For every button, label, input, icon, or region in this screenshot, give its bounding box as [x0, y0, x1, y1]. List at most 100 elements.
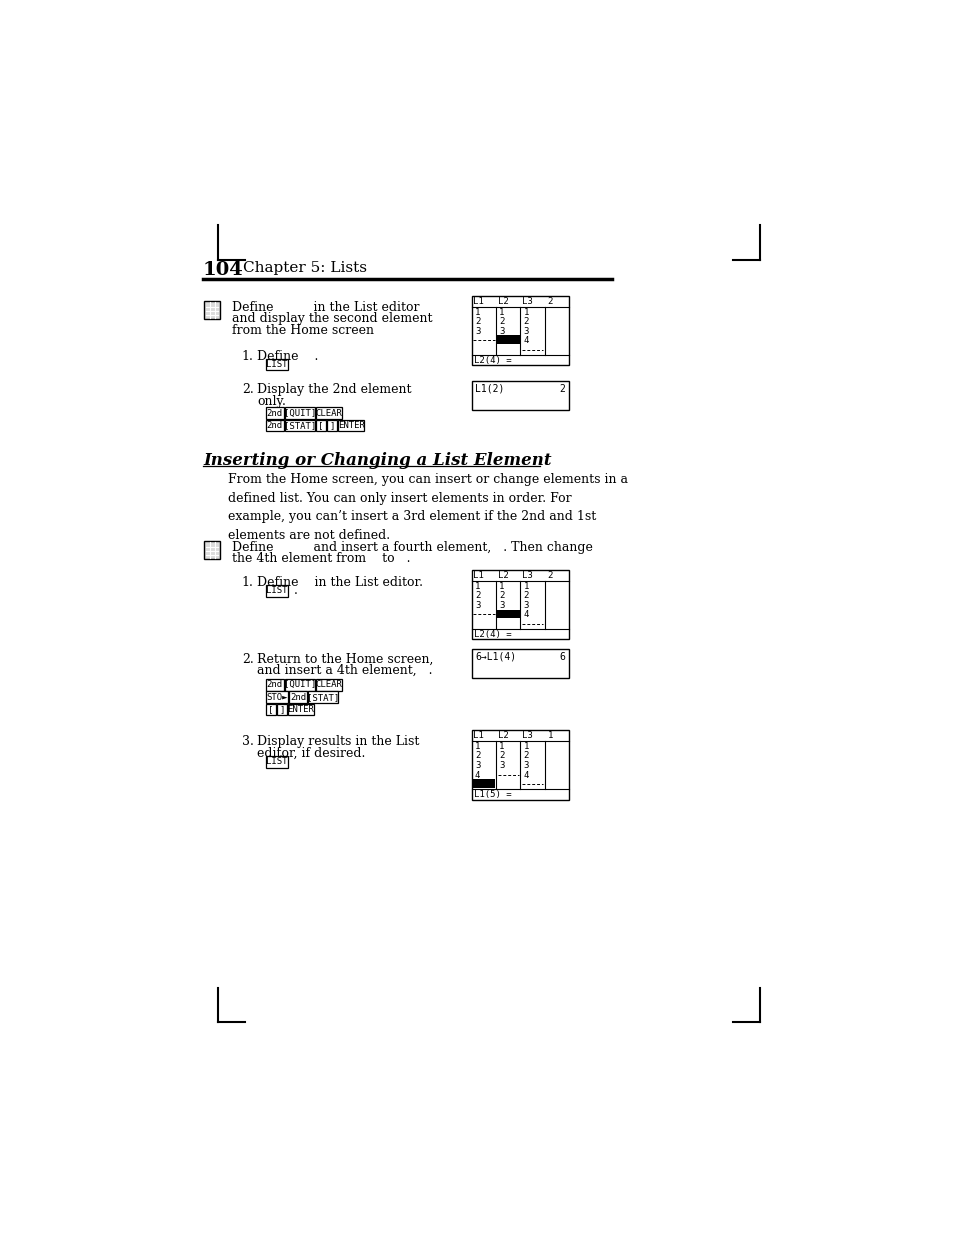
Text: Define          in the List editor: Define in the List editor — [232, 300, 418, 314]
Text: Inserting or Changing a List Element: Inserting or Changing a List Element — [203, 452, 551, 469]
Text: ENTER: ENTER — [337, 421, 364, 430]
Text: [: [ — [268, 705, 274, 714]
Text: STO►: STO► — [266, 693, 288, 701]
FancyBboxPatch shape — [316, 408, 341, 419]
Text: 2.: 2. — [241, 383, 253, 396]
Text: 2: 2 — [559, 384, 565, 394]
Text: L2(4) =: L2(4) = — [474, 356, 512, 366]
Text: 2nd: 2nd — [267, 409, 283, 417]
Text: Define          and insert a fourth element,   . Then change: Define and insert a fourth element, . Th… — [232, 541, 592, 555]
Bar — [472, 730, 568, 799]
Text: 1: 1 — [475, 742, 480, 751]
FancyBboxPatch shape — [266, 585, 288, 597]
Text: 6→L1(4): 6→L1(4) — [475, 652, 516, 662]
Text: from the Home screen: from the Home screen — [232, 324, 374, 337]
FancyBboxPatch shape — [266, 756, 288, 768]
Bar — [472, 296, 568, 366]
Text: 1: 1 — [523, 582, 528, 590]
Text: 3: 3 — [475, 600, 480, 610]
Text: 1: 1 — [547, 731, 553, 740]
Text: CLEAR: CLEAR — [315, 680, 342, 689]
Text: 2.: 2. — [241, 652, 253, 666]
Text: LIST: LIST — [266, 361, 288, 369]
Text: 1: 1 — [523, 308, 528, 316]
Text: L3: L3 — [521, 296, 532, 306]
FancyBboxPatch shape — [266, 408, 283, 419]
Text: CLEAR: CLEAR — [315, 409, 342, 417]
Text: L3: L3 — [521, 571, 532, 580]
Text: L1(5) =: L1(5) = — [474, 790, 512, 799]
Text: 1: 1 — [498, 308, 504, 316]
FancyBboxPatch shape — [266, 359, 288, 370]
Text: 1: 1 — [498, 582, 504, 590]
Text: LIST: LIST — [266, 757, 288, 767]
Text: 3: 3 — [523, 761, 528, 769]
FancyBboxPatch shape — [266, 420, 283, 431]
Text: 2: 2 — [547, 296, 553, 306]
Text: Chapter 5: Lists: Chapter 5: Lists — [243, 262, 367, 275]
Text: and display the second element: and display the second element — [232, 312, 432, 325]
Text: Display the 2nd element: Display the 2nd element — [257, 383, 412, 396]
Text: 2: 2 — [498, 592, 504, 600]
FancyBboxPatch shape — [285, 420, 314, 431]
FancyBboxPatch shape — [276, 704, 286, 715]
Text: 2nd: 2nd — [290, 693, 306, 701]
Text: 2: 2 — [475, 317, 480, 326]
Text: Display results in the List: Display results in the List — [257, 735, 419, 748]
Text: 3: 3 — [498, 761, 504, 769]
Text: L1: L1 — [473, 296, 484, 306]
FancyBboxPatch shape — [285, 408, 314, 419]
Text: 104: 104 — [203, 262, 243, 279]
Bar — [472, 648, 568, 678]
FancyBboxPatch shape — [289, 692, 307, 703]
Bar — [497, 336, 519, 345]
Text: ]: ] — [279, 705, 284, 714]
FancyBboxPatch shape — [266, 704, 275, 715]
Text: 2: 2 — [498, 317, 504, 326]
Text: L1(2): L1(2) — [475, 384, 504, 394]
Text: 4: 4 — [475, 771, 480, 779]
Bar — [204, 541, 220, 559]
FancyBboxPatch shape — [316, 420, 325, 431]
Text: 3: 3 — [523, 327, 528, 336]
Text: 2nd: 2nd — [267, 421, 283, 430]
Text: 3: 3 — [475, 327, 480, 336]
Text: 1.: 1. — [241, 350, 253, 363]
Text: 2: 2 — [547, 571, 553, 580]
Text: 1.: 1. — [241, 577, 253, 589]
Text: L1: L1 — [473, 571, 484, 580]
Text: 2nd: 2nd — [267, 680, 283, 689]
Text: From the Home screen, you can insert or change elements in a
defined list. You c: From the Home screen, you can insert or … — [228, 473, 627, 542]
FancyBboxPatch shape — [338, 420, 363, 431]
Text: [QUIT]: [QUIT] — [284, 409, 315, 417]
Text: 1: 1 — [475, 308, 480, 316]
Text: [STAT]: [STAT] — [284, 421, 315, 430]
Text: Define    in the List editor.: Define in the List editor. — [257, 577, 423, 589]
Text: L1: L1 — [473, 731, 484, 740]
Text: 2: 2 — [523, 317, 528, 326]
Text: and insert a 4th element,   .: and insert a 4th element, . — [257, 664, 433, 677]
Text: Define    .: Define . — [257, 350, 318, 363]
Text: 3: 3 — [475, 761, 480, 769]
Text: 6: 6 — [559, 652, 565, 662]
Text: L2: L2 — [497, 731, 508, 740]
FancyBboxPatch shape — [308, 692, 337, 703]
Text: editor, if desired.: editor, if desired. — [257, 746, 365, 760]
Bar — [472, 571, 568, 640]
FancyBboxPatch shape — [316, 679, 341, 690]
Text: L2(4) =: L2(4) = — [474, 630, 512, 640]
Text: [QUIT]: [QUIT] — [284, 680, 315, 689]
Text: 3.: 3. — [241, 735, 253, 748]
Text: 4: 4 — [523, 771, 528, 779]
Text: 4: 4 — [523, 336, 528, 346]
Text: 2: 2 — [475, 751, 480, 761]
Text: LIST: LIST — [266, 587, 288, 595]
Text: 3: 3 — [498, 600, 504, 610]
Text: L3: L3 — [521, 731, 532, 740]
Text: ENTER: ENTER — [287, 705, 314, 714]
Text: 2: 2 — [475, 592, 480, 600]
Text: 3: 3 — [523, 600, 528, 610]
FancyBboxPatch shape — [288, 704, 314, 715]
Text: .: . — [290, 584, 297, 598]
Text: 2: 2 — [498, 751, 504, 761]
